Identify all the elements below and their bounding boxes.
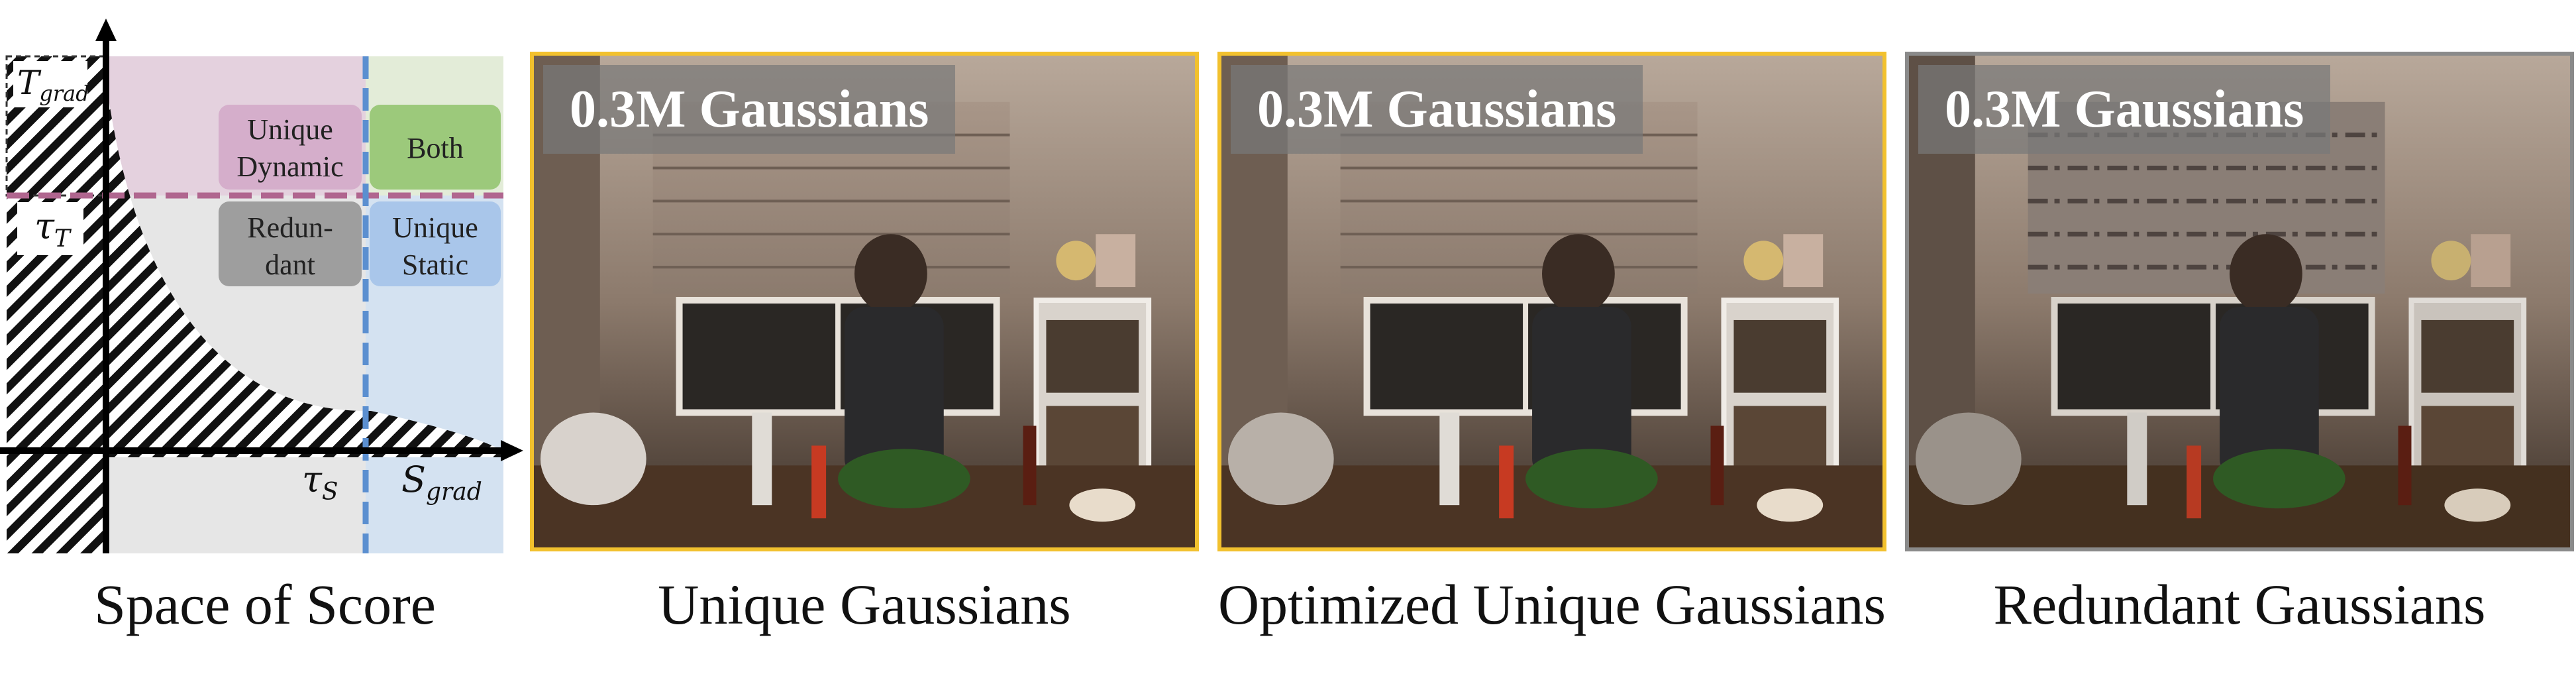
tau-t-label: τT [34,205,72,253]
unique-dynamic-label-line2: Dynamic [236,150,343,183]
t-grad-label-bg [13,61,87,107]
score-space-diagram: Unique Dynamic Both Redun- dant Unique S… [0,19,523,553]
tau-s-label: τS [302,459,338,506]
gaussian-count-badge: 0.3M Gaussians [1231,65,1643,154]
unique-dynamic-label-line1: Unique [247,113,333,146]
unique-static-label-line1: Unique [392,211,478,244]
x-axis-arrow [501,440,523,461]
caption-redundant-gaussians: Redundant Gaussians [1993,573,2486,636]
redundant-box [219,201,362,286]
caption-optimized-unique-gaussians: Optimized Unique Gaussians [1218,573,1886,636]
redundant-label-line2: dant [265,249,315,281]
unique-dynamic-box [219,105,362,190]
caption-unique-gaussians: Unique Gaussians [658,573,1071,636]
y-axis-arrow [95,19,117,41]
panel-redundant-gaussians: 0.3M Gaussians [1905,52,2574,551]
tau-t-label-bg [17,202,83,255]
panel-unique-gaussians: 0.3M Gaussians [530,52,1199,551]
both-label: Both [407,132,464,164]
unique-static-label-line2: Static [402,249,468,281]
hatched-lower-left [7,457,106,553]
diagram-caption: Space of Score [94,573,436,636]
gaussian-count-badge: 0.3M Gaussians [543,65,956,154]
s-grad-label: Sgrad [401,459,482,506]
both-box [370,105,501,190]
redundant-label-line1: Redun- [247,211,333,244]
panel-optimized-unique-gaussians: 0.3M Gaussians [1217,52,1886,551]
t-grad-label: Tgrad [17,64,89,106]
unique-static-box [370,201,501,286]
hatched-curve-region [106,80,503,457]
gaussian-count-badge: 0.3M Gaussians [1918,65,2331,154]
